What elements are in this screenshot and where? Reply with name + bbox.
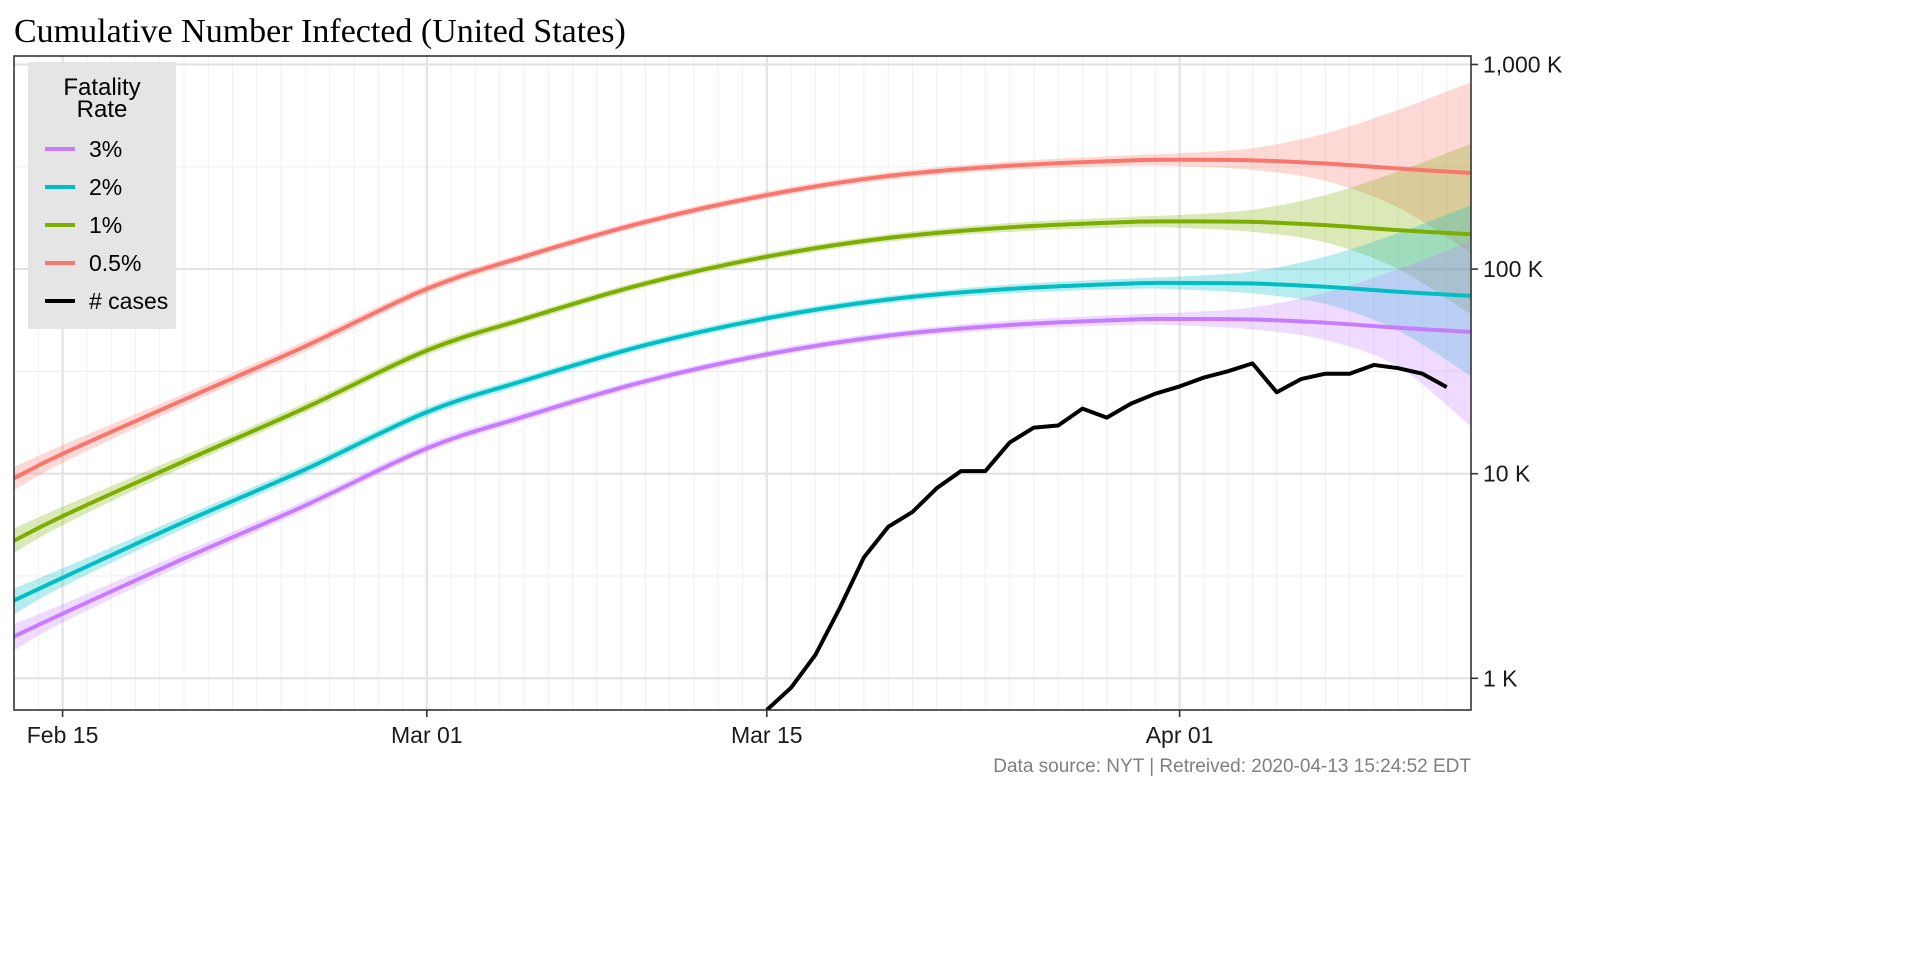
axis-layer: 1 K 10 K 100 K 1,000 K Feb 15 Mar 01 Mar 15 Apr…	[27, 51, 1563, 748]
y-tick-label: 1 K	[1483, 665, 1518, 691]
line-series-3pct	[14, 316, 1471, 639]
legend-label-0-5pct: 0.5%	[89, 250, 141, 276]
x-tick-label: Mar 01	[391, 722, 463, 748]
chart-title: Cumulative Number Infected (United State…	[14, 13, 626, 50]
legend-title-line-2: Rate	[77, 96, 128, 123]
legend-label-numcases: # cases	[89, 288, 168, 314]
y-tick-label: 1,000 K	[1483, 51, 1563, 77]
line-series-numcases	[765, 361, 1448, 710]
x-tick-label: Feb 15	[27, 722, 99, 748]
x-tick-label: Mar 15	[731, 722, 803, 748]
y-tick-label: 100 K	[1483, 256, 1544, 282]
line-series-2pct	[14, 280, 1471, 603]
legend-title-line-1: Fatality	[63, 74, 140, 101]
line-series-1pct	[14, 219, 1471, 543]
legend-label-2pct: 2%	[89, 174, 122, 200]
legend-background	[28, 62, 176, 329]
legend-label-1pct: 1%	[89, 212, 122, 238]
panel-border	[13, 55, 1472, 711]
legend: Fatality Rate 3% 2% 1% 0.5% # cases	[28, 62, 176, 329]
legend-label-3pct: 3%	[89, 136, 122, 162]
x-tick-label: Apr 01	[1146, 722, 1214, 748]
y-tick-label: 10 K	[1483, 461, 1531, 487]
caption: Data source: NYT | Retreived: 2020-04-13…	[993, 756, 1471, 777]
line-series-0-5pct	[14, 157, 1471, 481]
series-layer	[14, 157, 1471, 710]
